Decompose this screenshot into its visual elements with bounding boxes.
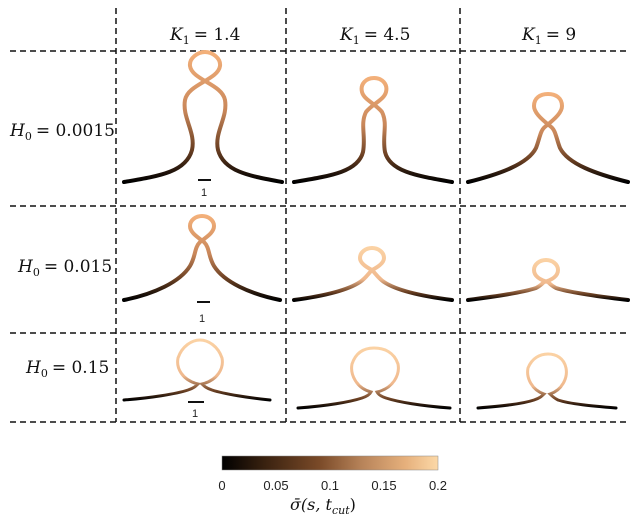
- scale-bar-label-r2: 1: [199, 313, 205, 325]
- filament-r2-c3: [466, 257, 630, 302]
- filament-r3-c1: [122, 338, 272, 402]
- colorbar: 0 0.05 0.1 0.15 0.2 σ̄(s, tcut): [218, 455, 447, 517]
- col-header-1: K1 = 1.4: [169, 25, 240, 47]
- colorbar-tick-1: 0.05: [263, 478, 288, 493]
- col-header-2: K1 = 4.5: [339, 25, 410, 47]
- filament-r3-c3: [476, 352, 618, 410]
- colorbar-gradient: [221, 455, 439, 471]
- scale-bar-r2: 1: [197, 301, 210, 325]
- filament-r1-c3: [466, 91, 630, 184]
- colorbar-ticks: 0 0.05 0.1 0.15 0.2: [218, 478, 447, 493]
- colorbar-label: σ̄(s, tcut): [290, 495, 356, 517]
- grid-lines: [10, 8, 630, 423]
- colorbar-tick-2: 0.1: [321, 478, 339, 493]
- colorbar-tick-3: 0.15: [371, 478, 396, 493]
- row-labels: H0 = 0.0015 H0 = 0.015 H0 = 0.15: [9, 121, 115, 380]
- filament-r1-c1: [122, 49, 284, 184]
- scale-bar-r1: 1: [198, 179, 211, 199]
- column-headers: K1 = 1.4 K1 = 4.5 K1 = 9: [169, 25, 576, 47]
- filament-r2-c2: [292, 245, 454, 302]
- filament-r2-c1: [122, 213, 282, 302]
- colorbar-tick-4: 0.2: [429, 478, 447, 493]
- colorbar-tick-0: 0: [218, 478, 225, 493]
- scale-bar-r3: 1: [188, 401, 204, 420]
- scale-bar-label-r1: 1: [201, 187, 207, 199]
- row-label-1: H0 = 0.0015: [9, 121, 115, 143]
- row-label-3: H0 = 0.15: [25, 358, 109, 380]
- col-header-3: K1 = 9: [521, 25, 576, 47]
- row-label-2: H0 = 0.015: [17, 257, 112, 279]
- scale-bar-label-r3: 1: [192, 408, 198, 420]
- filament-r1-c2: [292, 75, 454, 184]
- filament-r3-c2: [296, 346, 452, 410]
